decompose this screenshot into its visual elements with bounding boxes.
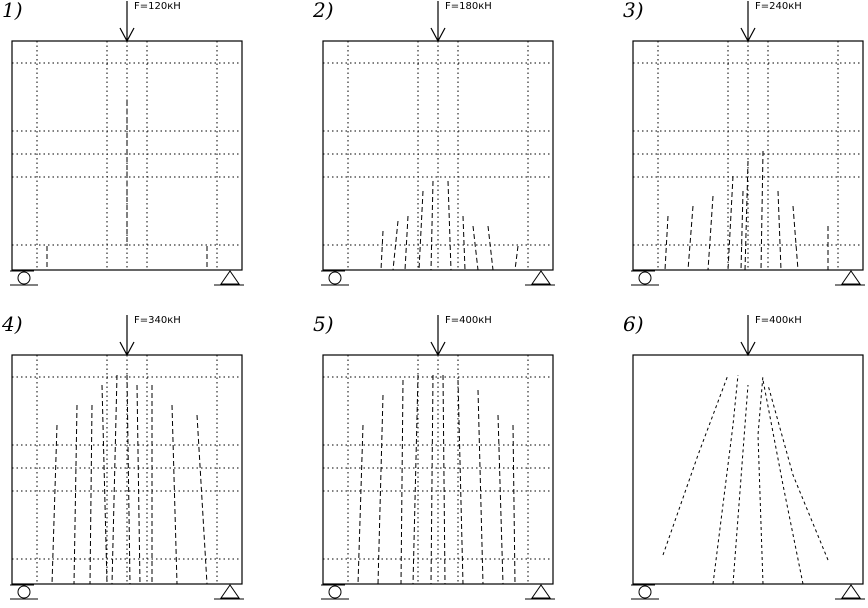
pin-support-icon [531,584,551,599]
crack-line [392,220,399,271]
crack-line [757,374,764,585]
crack-line [136,384,141,585]
load-label: F=400кН [755,315,802,326]
crack-line [727,175,734,271]
pin-support-icon [220,270,240,285]
pin-support-icon [531,270,551,285]
crack-line [707,195,714,271]
crack-line [404,215,409,271]
crack-line [418,190,424,271]
crack-line [462,215,466,271]
roller-support-icon [17,585,31,599]
load-arrow-icon [119,1,135,43]
crack-line [412,374,419,585]
crack-line [447,180,452,271]
roller-support-icon [328,271,342,285]
crack-line [430,374,434,585]
crack-line [51,424,58,585]
beam-panel-4: 4) F=340кН [1,312,244,600]
crack-line [740,190,744,271]
crack-line [400,379,404,585]
load-arrow-icon [430,1,446,43]
crack-line [380,230,384,271]
panel-label: 3) [623,0,644,22]
crack-line [777,190,782,271]
crack-line [377,394,384,585]
crack-line [664,215,669,271]
crack-line [101,384,108,585]
crack-line [73,404,78,585]
crack-line [487,225,494,271]
crack-line [760,150,764,271]
load-arrow-icon [119,315,135,357]
crack-line [126,374,131,585]
pin-support-icon [841,584,861,599]
roller-support-icon [17,271,31,285]
roller-support-icon [328,585,342,599]
roller-support-icon [638,271,652,285]
crack-line [512,424,516,585]
crack-line [497,414,504,585]
crack-line [712,374,739,585]
beam-outline [632,354,864,585]
roller-support-icon [638,585,652,599]
crack-line [111,374,118,585]
crack-line [89,404,93,585]
crack-line [171,404,178,585]
panel-label: 6) [623,312,644,336]
panel-label: 5) [313,312,334,336]
crack-line [514,245,519,271]
load-label: F=340кН [134,315,181,326]
panel-label: 1) [2,0,23,22]
load-label: F=120кН [134,1,181,12]
beam-panel-3: 3) F=240кН [623,0,865,286]
crack-line [442,374,446,585]
load-arrow-icon [740,1,756,43]
crack-line [430,180,434,271]
beam-panel-6: 6) F=400кН [623,312,865,600]
beam-panel-1: 1) F=120кН [2,0,244,286]
crack-line [792,205,799,271]
load-arrow-icon [430,315,446,357]
crack-line [457,379,464,585]
crack-line [477,389,484,585]
crack-line [662,374,729,556]
crack-line [732,384,749,585]
pin-support-icon [841,270,861,285]
load-label: F=240кН [755,1,802,12]
crack-line [472,225,479,271]
panel-label: 2) [312,0,334,22]
crack-line [196,414,208,585]
crack-line [687,205,694,271]
beam-panel-5: 5) F=400кН [313,312,555,600]
load-arrow-icon [740,315,756,357]
beam-panel-2: 2) F=180кН [312,0,555,286]
pin-support-icon [220,584,240,599]
crack-line [767,384,829,561]
crack-line [762,379,804,585]
load-label: F=180кН [445,1,492,12]
load-label: F=400кН [445,315,492,326]
panel-label: 4) [1,312,23,336]
crack-line [744,160,749,271]
crack-line [357,424,364,585]
